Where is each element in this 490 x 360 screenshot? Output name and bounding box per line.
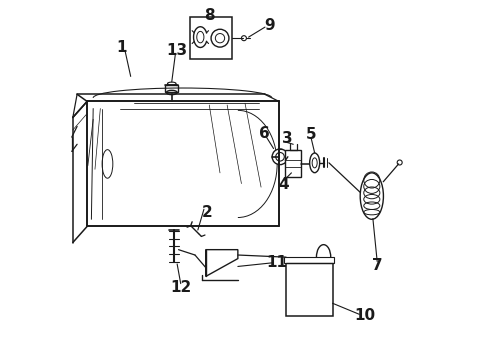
Text: 10: 10 [354, 308, 375, 323]
Text: 6: 6 [259, 126, 270, 141]
Ellipse shape [360, 173, 383, 219]
Bar [285, 150, 301, 177]
Bar [284, 257, 334, 263]
Circle shape [272, 149, 288, 165]
Bar [165, 85, 178, 93]
Text: 3: 3 [282, 131, 293, 147]
Text: 4: 4 [278, 177, 289, 192]
Text: 9: 9 [264, 18, 274, 33]
Text: 11: 11 [267, 255, 288, 270]
Text: 1: 1 [117, 40, 127, 55]
Ellipse shape [310, 153, 319, 173]
Text: 12: 12 [170, 280, 191, 296]
Text: 8: 8 [204, 8, 215, 23]
Bar [286, 263, 333, 316]
Text: 13: 13 [167, 43, 188, 58]
Text: 7: 7 [372, 257, 383, 273]
Text: 2: 2 [202, 205, 213, 220]
Text: 5: 5 [306, 127, 317, 142]
Bar [190, 18, 232, 59]
